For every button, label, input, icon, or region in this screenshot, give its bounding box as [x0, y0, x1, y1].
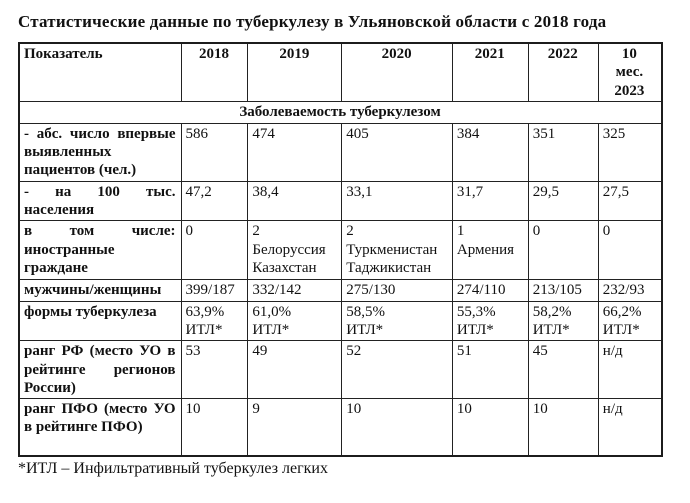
- data-cell: 51: [451, 340, 529, 400]
- data-cell: 274/110: [451, 279, 529, 302]
- data-cell: 45: [527, 340, 599, 400]
- row-label-per-100k: - на 100 тыс. населения: [18, 180, 182, 222]
- column-header-2018: 2018: [180, 42, 249, 102]
- data-cell: 10: [180, 398, 249, 457]
- data-cell: 38,4: [247, 180, 343, 222]
- data-cell: 586: [180, 122, 249, 182]
- row-label-rank-rf: ранг РФ (место УО в рейтинге регионов Ро…: [18, 340, 182, 400]
- data-cell: 58,2% ИТЛ*: [527, 300, 599, 342]
- section-row: Заболеваемость туберкулезом: [18, 100, 663, 124]
- column-header-2019: 2019: [247, 42, 343, 102]
- data-cell: 405: [341, 122, 453, 182]
- data-cell: 399/187: [180, 279, 249, 302]
- data-cell: 10: [451, 398, 529, 457]
- data-cell: 58,5% ИТЛ*: [341, 300, 453, 342]
- table-row: мужчины/женщины 399/187 332/142 275/130 …: [18, 279, 663, 302]
- data-cell: 2 Белоруссия Казахстан: [247, 220, 343, 281]
- data-cell: 31,7: [451, 180, 529, 222]
- data-cell: 0: [597, 220, 663, 281]
- column-header-10mo-2023: 10 мес. 2023: [597, 42, 663, 102]
- data-cell: 332/142: [247, 279, 343, 302]
- column-header-2022: 2022: [527, 42, 599, 102]
- data-cell: 49: [247, 340, 343, 400]
- data-cell: 10: [527, 398, 599, 457]
- row-label-men-women: мужчины/женщины: [18, 279, 182, 302]
- table-header-row: Показатель 2018 2019 2020 2021 2022 10 м…: [18, 42, 663, 102]
- data-cell: 232/93: [597, 279, 663, 302]
- data-cell: 384: [451, 122, 529, 182]
- statistics-table: Показатель 2018 2019 2020 2021 2022 10 м…: [18, 42, 663, 457]
- data-cell: 2 Туркменистан Таджикистан: [341, 220, 453, 281]
- row-label-abs-new-patients: - абс. число впервые выявленных пациенто…: [18, 122, 182, 182]
- data-cell: 61,0% ИТЛ*: [247, 300, 343, 342]
- data-cell: н/д: [597, 340, 663, 400]
- table-row: - на 100 тыс. населения 47,2 38,4 33,1 3…: [18, 180, 663, 222]
- data-cell: 10: [341, 398, 453, 457]
- row-label-foreign-citizens: в том числе: иностранные граждане: [18, 220, 182, 281]
- data-cell: 213/105: [527, 279, 599, 302]
- data-cell: 47,2: [180, 180, 249, 222]
- data-cell: 27,5: [597, 180, 663, 222]
- column-header-indicator: Показатель: [18, 42, 182, 102]
- data-cell: 351: [527, 122, 599, 182]
- data-cell: 55,3% ИТЛ*: [451, 300, 529, 342]
- row-label-rank-pfo: ранг ПФО (место УО в рейтинге ПФО): [18, 398, 182, 457]
- data-cell: 0: [527, 220, 599, 281]
- column-header-2021: 2021: [451, 42, 529, 102]
- table-row: ранг ПФО (место УО в рейтинге ПФО) 10 9 …: [18, 398, 663, 457]
- data-cell: н/д: [597, 398, 663, 457]
- row-label-tb-forms: формы туберкулеза: [18, 300, 182, 342]
- column-header-2020: 2020: [341, 42, 453, 102]
- data-cell: 63,9% ИТЛ*: [180, 300, 249, 342]
- data-cell: 325: [597, 122, 663, 182]
- section-title: Заболеваемость туберкулезом: [18, 100, 663, 124]
- data-cell: 0: [180, 220, 249, 281]
- data-cell: 29,5: [527, 180, 599, 222]
- data-cell: 53: [180, 340, 249, 400]
- data-cell: 9: [247, 398, 343, 457]
- data-cell: 33,1: [341, 180, 453, 222]
- table-row: формы туберкулеза 63,9% ИТЛ* 61,0% ИТЛ* …: [18, 300, 663, 342]
- page-title: Статистические данные по туберкулезу в У…: [18, 12, 607, 31]
- data-cell: 275/130: [341, 279, 453, 302]
- data-cell: 66,2% ИТЛ*: [597, 300, 663, 342]
- data-cell: 474: [247, 122, 343, 182]
- table-row: - абс. число впервые выявленных пациенто…: [18, 122, 663, 182]
- data-cell: 52: [341, 340, 453, 400]
- table-row: в том числе: иностранные граждане 0 2 Бе…: [18, 220, 663, 281]
- footnote: *ИТЛ – Инфильтративный туберкулез легких: [18, 459, 328, 477]
- table-row: ранг РФ (место УО в рейтинге регионов Ро…: [18, 340, 663, 400]
- data-cell: 1 Армения: [451, 220, 529, 281]
